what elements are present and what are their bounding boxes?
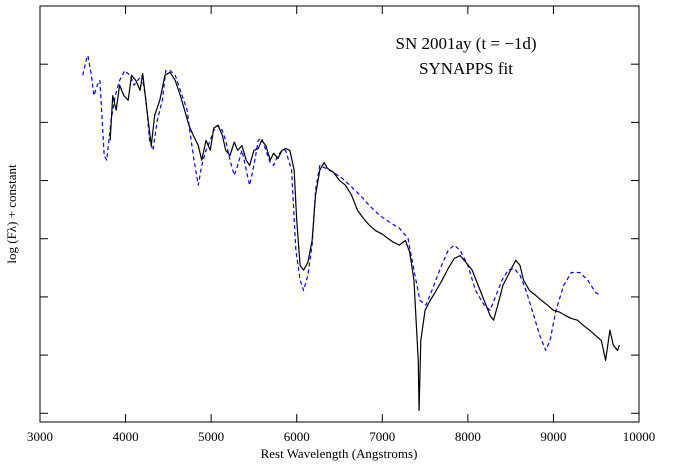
annotation: SN 2001ay (t = −1d)	[396, 34, 537, 53]
y-axis-label: log (Fλ) + constant	[4, 164, 19, 264]
x-tick-label: 10000	[623, 429, 656, 444]
x-tick-label: 9000	[540, 429, 566, 444]
x-tick-label: 4000	[113, 429, 139, 444]
spectrum-line	[109, 71, 620, 411]
plot-frame	[39, 5, 640, 423]
x-tick-label: 6000	[284, 429, 310, 444]
x-tick-label: 7000	[369, 429, 395, 444]
annotation: SYNAPPS fit	[419, 59, 513, 78]
x-tick-label: 3000	[27, 429, 53, 444]
x-tick-label: 5000	[198, 429, 224, 444]
x-tick-label: 8000	[455, 429, 481, 444]
x-axis-label: Rest Wavelength (Angstroms)	[261, 446, 418, 461]
